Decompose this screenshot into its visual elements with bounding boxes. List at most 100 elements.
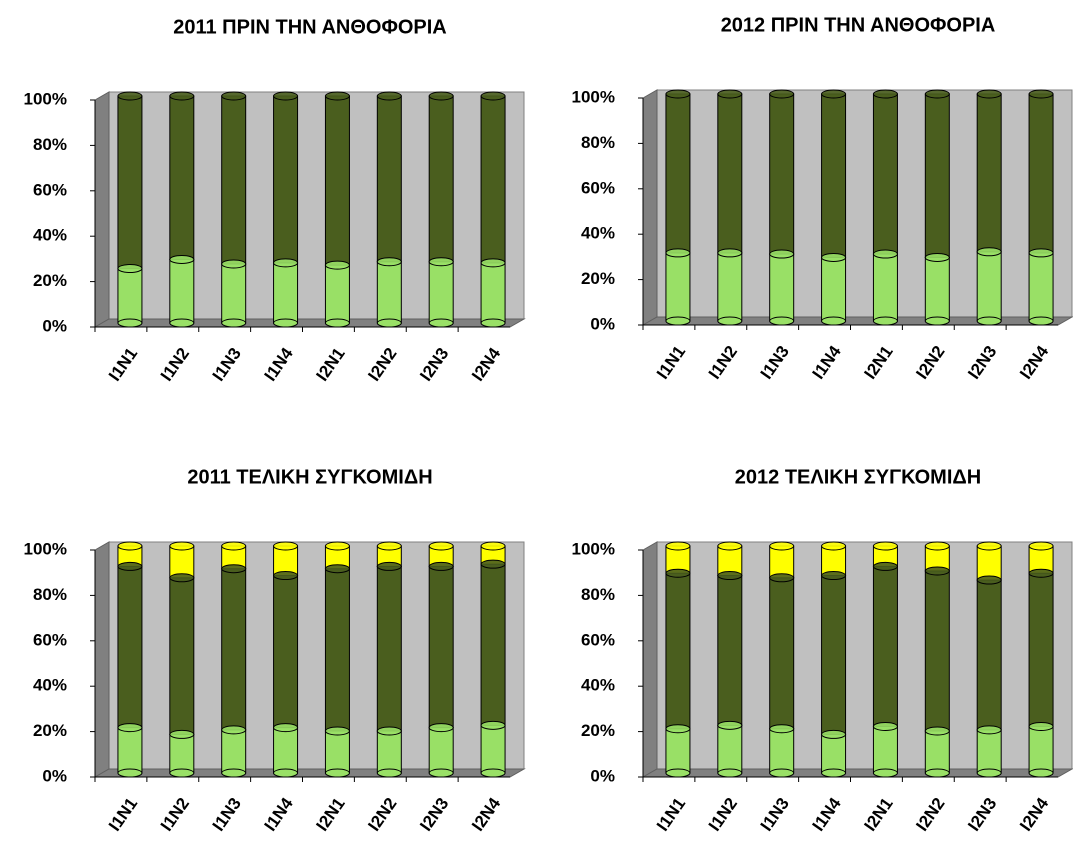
cylinder-base	[376, 768, 402, 778]
cylinder-cap	[717, 248, 743, 258]
x-tick-label: I2N3	[416, 794, 452, 834]
cylinder-cap	[221, 564, 247, 574]
x-tick-label: I2N4	[468, 344, 504, 385]
cylinder-cap	[665, 541, 691, 551]
x-tick-label: I1N3	[209, 344, 245, 384]
x-tick-label: I2N4	[1016, 342, 1052, 383]
cylinder-cap	[769, 573, 795, 583]
y-tick-label: 80%	[33, 585, 67, 604]
cylinder-base	[1028, 768, 1054, 778]
cylinder-base	[924, 768, 950, 778]
bar-segment	[169, 258, 195, 324]
bar-segment	[324, 730, 350, 774]
cylinder-cap	[717, 720, 743, 730]
side-wall	[642, 89, 658, 326]
x-tick-label: I1N2	[705, 342, 741, 382]
bar-segment	[976, 729, 1002, 774]
cylinder-base	[769, 768, 795, 778]
cylinder-cap	[428, 541, 454, 551]
bar-segment	[769, 545, 795, 579]
y-tick-label: 40%	[581, 676, 615, 695]
cylinder-cap	[480, 720, 506, 730]
chart: 2012 ΠΡΙΝ ΤΗΝ ΑΝΘΟΦΟΡΙΑ 0% 20% 40% 60% 80% 100…	[572, 14, 1073, 383]
bar-segment	[872, 565, 898, 727]
cylinder-cap	[221, 541, 247, 551]
cylinder-cap	[924, 726, 950, 736]
cylinder-cap	[117, 264, 143, 274]
cylinder-cap	[169, 541, 195, 551]
cylinder-cap	[480, 559, 506, 569]
bar-segment	[769, 577, 795, 730]
bar-segment	[769, 253, 795, 322]
bar-segment	[821, 575, 847, 735]
x-tick-label: I2N1	[861, 794, 897, 834]
bar-segment	[273, 95, 299, 264]
bar-segment	[480, 563, 506, 726]
side-wall	[94, 91, 110, 328]
bar-segment	[665, 545, 691, 574]
cylinder-cap	[924, 541, 950, 551]
bar-segment	[717, 575, 743, 726]
x-tick-label: I1N1	[105, 344, 141, 384]
bar-segment	[924, 570, 950, 732]
x-tick-label: I2N2	[364, 794, 400, 834]
y-tick-label: 0%	[590, 766, 615, 785]
y-tick-label: 80%	[581, 133, 615, 152]
cylinder-cap	[117, 723, 143, 733]
cylinder-cap	[924, 89, 950, 99]
x-tick-label: I2N1	[313, 794, 349, 834]
cylinder-cap	[480, 91, 506, 101]
bar-segment	[769, 728, 795, 774]
cylinder-cap	[376, 726, 402, 736]
cylinder-cap	[665, 724, 691, 734]
cylinder-cap	[117, 91, 143, 101]
bar-segment	[324, 95, 350, 266]
cylinder-cap	[717, 571, 743, 581]
x-tick-label: I2N4	[468, 794, 504, 835]
y-tick-label: 60%	[581, 178, 615, 197]
cylinder-cap	[428, 723, 454, 733]
x-tick-label: I1N3	[209, 794, 245, 834]
x-tick-label: I1N2	[157, 344, 193, 384]
bar-segment	[872, 725, 898, 774]
cylinder-cap	[769, 724, 795, 734]
cylinder-base	[273, 318, 299, 328]
bar-segment	[976, 579, 1002, 731]
cylinder-base	[324, 318, 350, 328]
cylinder-base	[665, 316, 691, 326]
cylinder-base	[221, 768, 247, 778]
cylinder-cap	[1028, 541, 1054, 551]
floor	[93, 318, 526, 328]
cylinder-base	[117, 318, 143, 328]
bar-segment	[924, 256, 950, 322]
cylinder-base	[665, 768, 691, 778]
cylinder-cap	[221, 91, 247, 101]
y-tick-label: 100%	[572, 539, 615, 558]
bar-segment	[221, 263, 247, 324]
cylinder-cap	[821, 252, 847, 262]
cylinder-cap	[428, 257, 454, 267]
cylinder-cap	[924, 252, 950, 262]
y-tick-label: 100%	[24, 89, 67, 108]
x-tick-label: I1N2	[157, 794, 193, 834]
x-tick-label: I2N1	[861, 342, 897, 382]
y-tick-label: 20%	[581, 721, 615, 740]
bar-segment	[221, 95, 247, 265]
cylinder-cap	[976, 89, 1002, 99]
cylinder-cap	[324, 260, 350, 270]
bar-segment	[480, 724, 506, 774]
cylinder-cap	[376, 91, 402, 101]
bar-segment	[821, 93, 847, 258]
cylinder-base	[169, 768, 195, 778]
y-tick-label: 0%	[42, 766, 67, 785]
cylinder-cap	[821, 89, 847, 99]
cylinder-cap	[976, 541, 1002, 551]
x-tick-label: I2N2	[912, 342, 948, 382]
cylinder-base	[428, 318, 454, 328]
y-tick-label: 40%	[33, 676, 67, 695]
bar-segment	[273, 575, 299, 729]
bar-segment	[976, 545, 1002, 581]
x-tick-label: I1N1	[105, 794, 141, 834]
cylinder-base	[376, 318, 402, 328]
x-tick-label: I2N3	[964, 342, 1000, 382]
